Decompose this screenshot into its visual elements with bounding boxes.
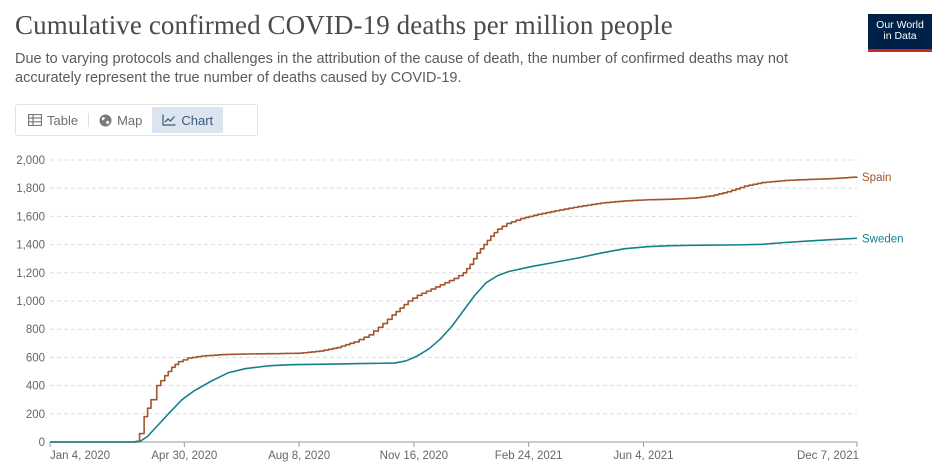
- x-tick-label: Nov 16, 2020: [380, 450, 448, 462]
- y-tick-label: 1,200: [16, 268, 45, 280]
- x-tick-label: Dec 7, 2021: [797, 450, 859, 462]
- tab-map-label: Map: [117, 112, 143, 128]
- tab-map[interactable]: Map: [89, 107, 152, 133]
- globe-icon: [99, 114, 112, 126]
- series-label-sweden[interactable]: Sweden: [862, 233, 904, 245]
- y-tick-label: 0: [39, 437, 45, 449]
- tab-chart[interactable]: Chart: [152, 107, 224, 133]
- tab-table-label: Table: [47, 112, 79, 128]
- y-tick-label: 1,800: [16, 183, 45, 195]
- page-title: Cumulative confirmed COVID-19 deaths per…: [15, 10, 673, 40]
- y-tick-label: 1,000: [16, 296, 45, 308]
- y-tick-label: 2,000: [16, 155, 45, 167]
- y-axis-ticks: 0 200 400 600 800 1,000 1,200 1,400 1,600 1,800 2,…: [16, 155, 45, 449]
- series-line-spain[interactable]: [50, 176, 858, 443]
- y-tick-label: 200: [26, 409, 45, 421]
- x-tick-label: Jun 4, 2021: [613, 450, 673, 462]
- table-icon: [28, 114, 42, 126]
- x-tick-label: Feb 24, 2021: [495, 450, 563, 462]
- y-tick-label: 800: [26, 324, 45, 336]
- x-axis: Jan 4, 2020 Apr 30, 2020 Aug 8, 2020 Nov 16…: [49, 441, 859, 462]
- page-subtitle: Due to varying protocols and challenges …: [15, 51, 788, 86]
- series-labels: Spain Sweden: [862, 172, 904, 245]
- y-tick-label: 1,600: [16, 211, 45, 223]
- y-tick-label: 1,400: [16, 240, 45, 252]
- view-tabs: Table Map Chart: [15, 104, 258, 136]
- y-tick-label: 400: [26, 381, 45, 393]
- series-label-spain[interactable]: Spain: [862, 172, 891, 184]
- series-line-sweden[interactable]: [50, 237, 858, 443]
- series: [50, 176, 858, 443]
- x-tick-label: Apr 30, 2020: [151, 450, 217, 462]
- tab-table[interactable]: Table: [18, 107, 88, 133]
- tab-chart-label: Chart: [181, 112, 214, 128]
- gridlines: [50, 159, 857, 415]
- y-tick-label: 600: [26, 352, 45, 364]
- tab-divider: [88, 113, 90, 127]
- owid-logo[interactable]: Our World in Data: [868, 14, 932, 52]
- logo-line-2: in Data: [883, 30, 917, 42]
- x-tick-label: Jan 4, 2020: [50, 450, 110, 462]
- x-tick-label: Aug 8, 2020: [268, 450, 330, 462]
- line-chart-icon: [162, 114, 176, 126]
- logo-line-1: Our World: [876, 19, 924, 31]
